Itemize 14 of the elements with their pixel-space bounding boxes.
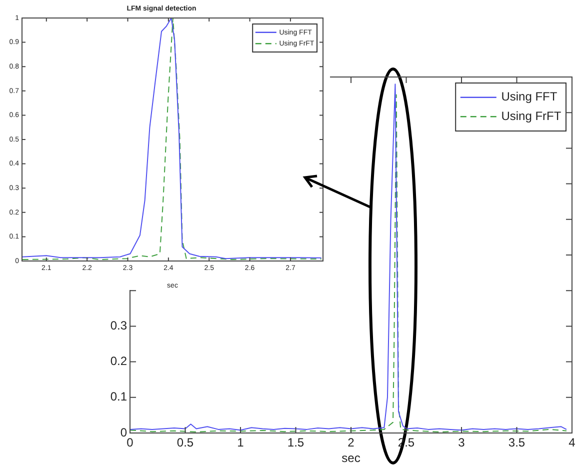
y-tick-label: 0.3 [110,318,128,333]
x-tick-label: 3 [458,436,466,450]
x-tick-label: 2 [348,436,355,450]
x-tick-label: 4 [568,436,576,450]
x-tick-label: 1.5 [287,436,304,450]
x-tick-label: 1 [237,436,244,450]
x-tick-label: 0.5 [176,436,194,450]
x-tick-label: 3.5 [508,436,526,450]
legend-label: Using FrFT [501,108,562,123]
y-tick-label: 0 [120,425,128,440]
x-axis-title: sec [342,451,360,466]
legend-label: Using FFT [501,90,558,104]
y-tick-label: 0.1 [110,390,128,404]
y-tick-label: 0.2 [110,354,128,368]
